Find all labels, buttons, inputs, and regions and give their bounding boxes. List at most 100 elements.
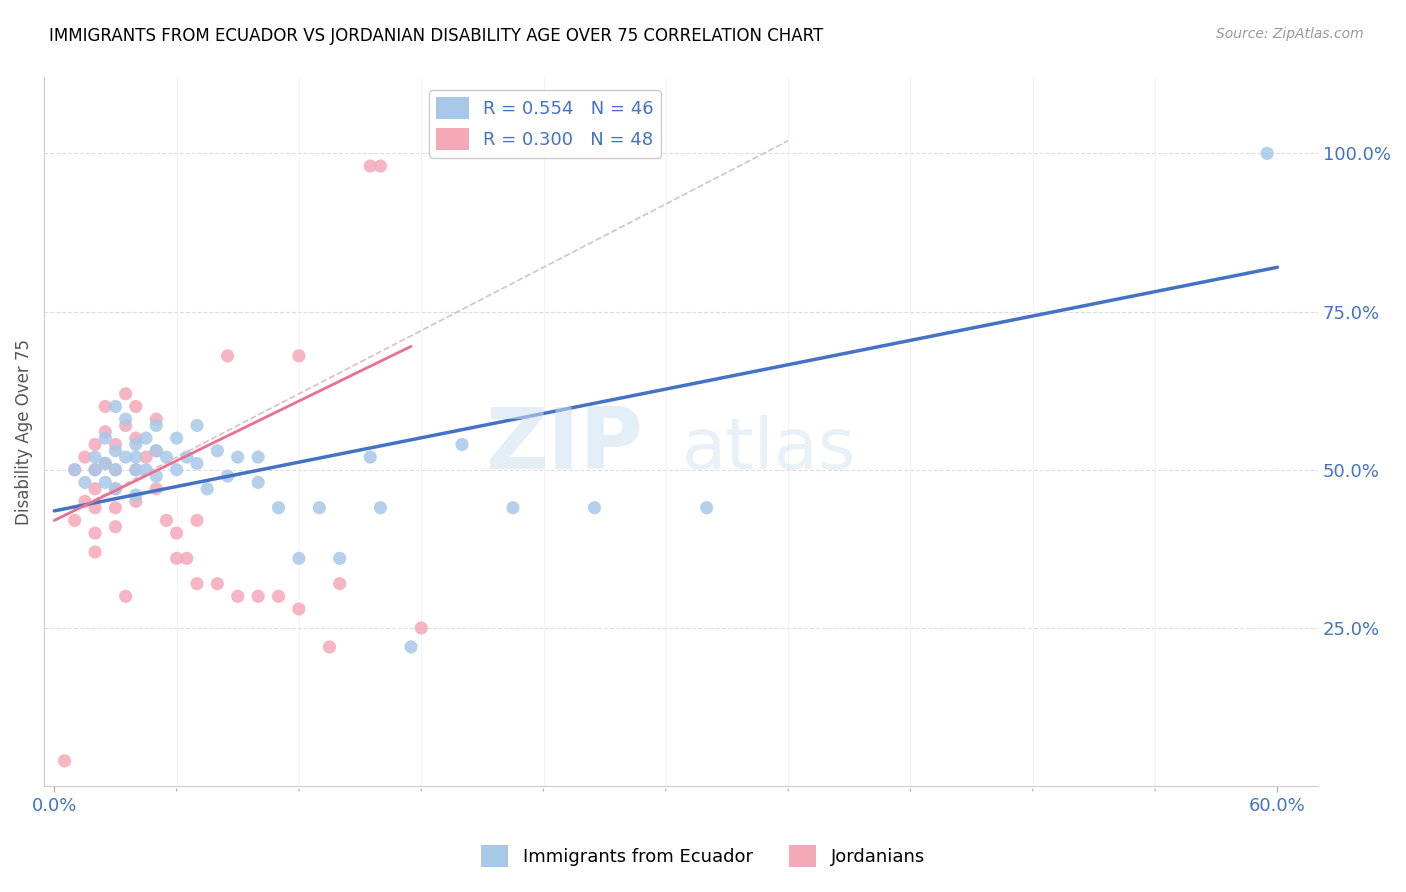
Point xyxy=(288,551,311,566)
Point xyxy=(247,475,270,490)
Point xyxy=(104,463,127,477)
Point xyxy=(84,526,107,541)
Point xyxy=(451,437,474,451)
Point xyxy=(145,443,167,458)
Point xyxy=(84,437,107,451)
Point xyxy=(145,482,167,496)
Point xyxy=(329,551,352,566)
Point xyxy=(166,526,188,541)
Point xyxy=(104,400,127,414)
Point xyxy=(176,551,198,566)
Point xyxy=(166,431,188,445)
Point xyxy=(94,457,117,471)
Point xyxy=(176,450,198,464)
Point xyxy=(125,437,148,451)
Text: ZIP: ZIP xyxy=(485,404,643,487)
Point xyxy=(166,463,188,477)
Point xyxy=(318,640,340,654)
Point xyxy=(84,545,107,559)
Point xyxy=(135,450,157,464)
Point xyxy=(399,640,422,654)
Point xyxy=(145,469,167,483)
Point xyxy=(135,463,157,477)
Point xyxy=(1256,146,1278,161)
Point xyxy=(114,387,136,401)
Point xyxy=(186,457,208,471)
Point xyxy=(104,437,127,451)
Point xyxy=(94,457,117,471)
Point xyxy=(94,425,117,439)
Point xyxy=(125,463,148,477)
Text: atlas: atlas xyxy=(681,415,855,484)
Point xyxy=(267,500,290,515)
Point xyxy=(104,500,127,515)
Point xyxy=(145,443,167,458)
Legend: Immigrants from Ecuador, Jordanians: Immigrants from Ecuador, Jordanians xyxy=(474,838,932,874)
Point xyxy=(104,482,127,496)
Point xyxy=(155,450,177,464)
Point xyxy=(308,500,330,515)
Point xyxy=(411,621,433,635)
Point xyxy=(84,482,107,496)
Point xyxy=(125,463,148,477)
Point xyxy=(104,482,127,496)
Point xyxy=(267,590,290,604)
Text: Source: ZipAtlas.com: Source: ZipAtlas.com xyxy=(1216,27,1364,41)
Point xyxy=(104,519,127,533)
Point xyxy=(195,482,218,496)
Point xyxy=(104,463,127,477)
Point xyxy=(247,450,270,464)
Point xyxy=(84,463,107,477)
Point xyxy=(186,576,208,591)
Point xyxy=(329,576,352,591)
Point xyxy=(73,494,96,508)
Point xyxy=(583,500,606,515)
Point xyxy=(186,418,208,433)
Point xyxy=(226,590,249,604)
Point xyxy=(359,450,381,464)
Point xyxy=(370,159,392,173)
Point xyxy=(186,513,208,527)
Point xyxy=(84,450,107,464)
Point xyxy=(145,412,167,426)
Point xyxy=(114,418,136,433)
Point xyxy=(63,463,86,477)
Point xyxy=(226,450,249,464)
Point xyxy=(94,400,117,414)
Point xyxy=(217,349,239,363)
Point xyxy=(155,513,177,527)
Point xyxy=(125,488,148,502)
Point xyxy=(125,494,148,508)
Point xyxy=(359,159,381,173)
Legend: R = 0.554   N = 46, R = 0.300   N = 48: R = 0.554 N = 46, R = 0.300 N = 48 xyxy=(429,90,661,158)
Point xyxy=(84,463,107,477)
Point xyxy=(94,475,117,490)
Text: IMMIGRANTS FROM ECUADOR VS JORDANIAN DISABILITY AGE OVER 75 CORRELATION CHART: IMMIGRANTS FROM ECUADOR VS JORDANIAN DIS… xyxy=(49,27,824,45)
Point xyxy=(84,500,107,515)
Point xyxy=(104,443,127,458)
Y-axis label: Disability Age Over 75: Disability Age Over 75 xyxy=(15,339,32,524)
Point xyxy=(288,602,311,616)
Point xyxy=(207,443,229,458)
Point xyxy=(696,500,718,515)
Point xyxy=(114,450,136,464)
Point xyxy=(166,551,188,566)
Point xyxy=(125,431,148,445)
Point xyxy=(125,400,148,414)
Point xyxy=(207,576,229,591)
Point xyxy=(288,349,311,363)
Point xyxy=(73,475,96,490)
Point xyxy=(370,500,392,515)
Point xyxy=(247,590,270,604)
Point xyxy=(53,754,76,768)
Point xyxy=(63,463,86,477)
Point xyxy=(114,412,136,426)
Point xyxy=(114,590,136,604)
Point xyxy=(73,450,96,464)
Point xyxy=(145,418,167,433)
Point xyxy=(217,469,239,483)
Point xyxy=(502,500,524,515)
Point xyxy=(125,450,148,464)
Point xyxy=(135,431,157,445)
Point xyxy=(94,431,117,445)
